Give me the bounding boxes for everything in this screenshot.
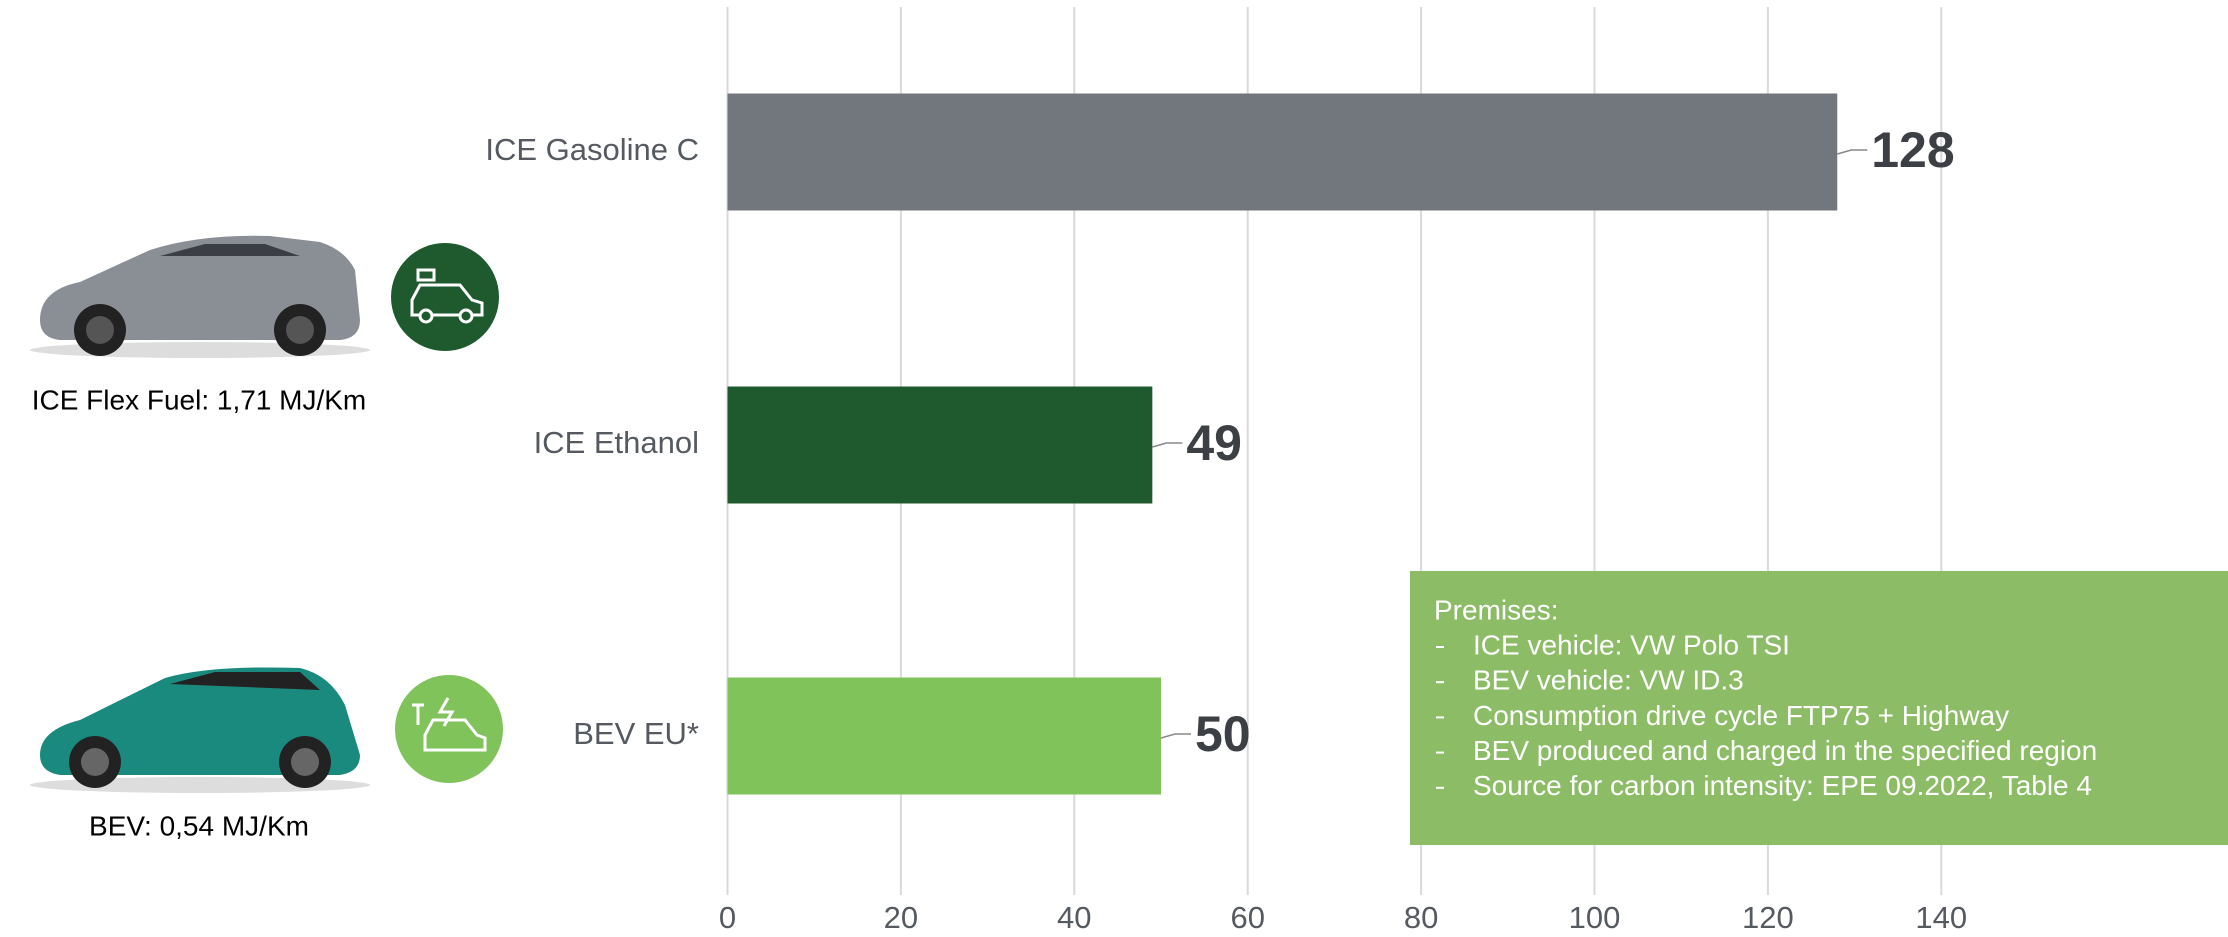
premises-item: BEV produced and charged in the specifie… <box>1473 735 2097 766</box>
category-label: ICE Gasoline C <box>485 132 699 167</box>
x-tick-label: 100 <box>1569 900 1621 935</box>
x-tick-label: 0 <box>719 900 736 935</box>
bev-car-image <box>30 667 370 793</box>
value-label: 50 <box>1195 706 1251 762</box>
ice-icon <box>391 243 499 351</box>
ice-car-image <box>30 235 370 358</box>
premises-title: Premises: <box>1434 594 1558 625</box>
x-tick-label: 20 <box>884 900 918 935</box>
premises-item: ICE vehicle: VW Polo TSI <box>1473 629 1790 660</box>
bar <box>727 93 1838 211</box>
premises-item: Source for carbon intensity: EPE 09.2022… <box>1473 770 2092 801</box>
bar <box>727 386 1153 504</box>
leader-line <box>1160 733 1191 739</box>
category-label: ICE Ethanol <box>534 425 699 460</box>
premises-item: Consumption drive cycle FTP75 + Highway <box>1473 700 2009 731</box>
x-tick-label: 40 <box>1057 900 1091 935</box>
x-tick-label: 120 <box>1742 900 1794 935</box>
x-tick-label: 60 <box>1230 900 1264 935</box>
annotation: ICE Flex Fuel: 1,71 MJ/Km <box>32 384 367 415</box>
bars: ICE Gasoline C 128 ICE Ethanol 49 BEV EU* 50 <box>485 93 1955 795</box>
bev-icon <box>395 675 503 783</box>
x-tick-label: 140 <box>1915 900 1967 935</box>
premises-box <box>1410 571 2228 845</box>
leader-line <box>1837 149 1868 155</box>
premises: Premises: ICE vehicle: VW Polo TSI BEV veh… <box>1434 594 2097 801</box>
value-label: 49 <box>1186 415 1242 471</box>
bar <box>727 677 1161 795</box>
premises-item: BEV vehicle: VW ID.3 <box>1473 665 1744 696</box>
annotation: BEV: 0,54 MJ/Km <box>89 810 309 841</box>
leader-line <box>1152 442 1183 448</box>
category-label: BEV EU* <box>573 716 699 751</box>
x-tick-label: 80 <box>1404 900 1438 935</box>
value-label: 128 <box>1871 122 1954 178</box>
